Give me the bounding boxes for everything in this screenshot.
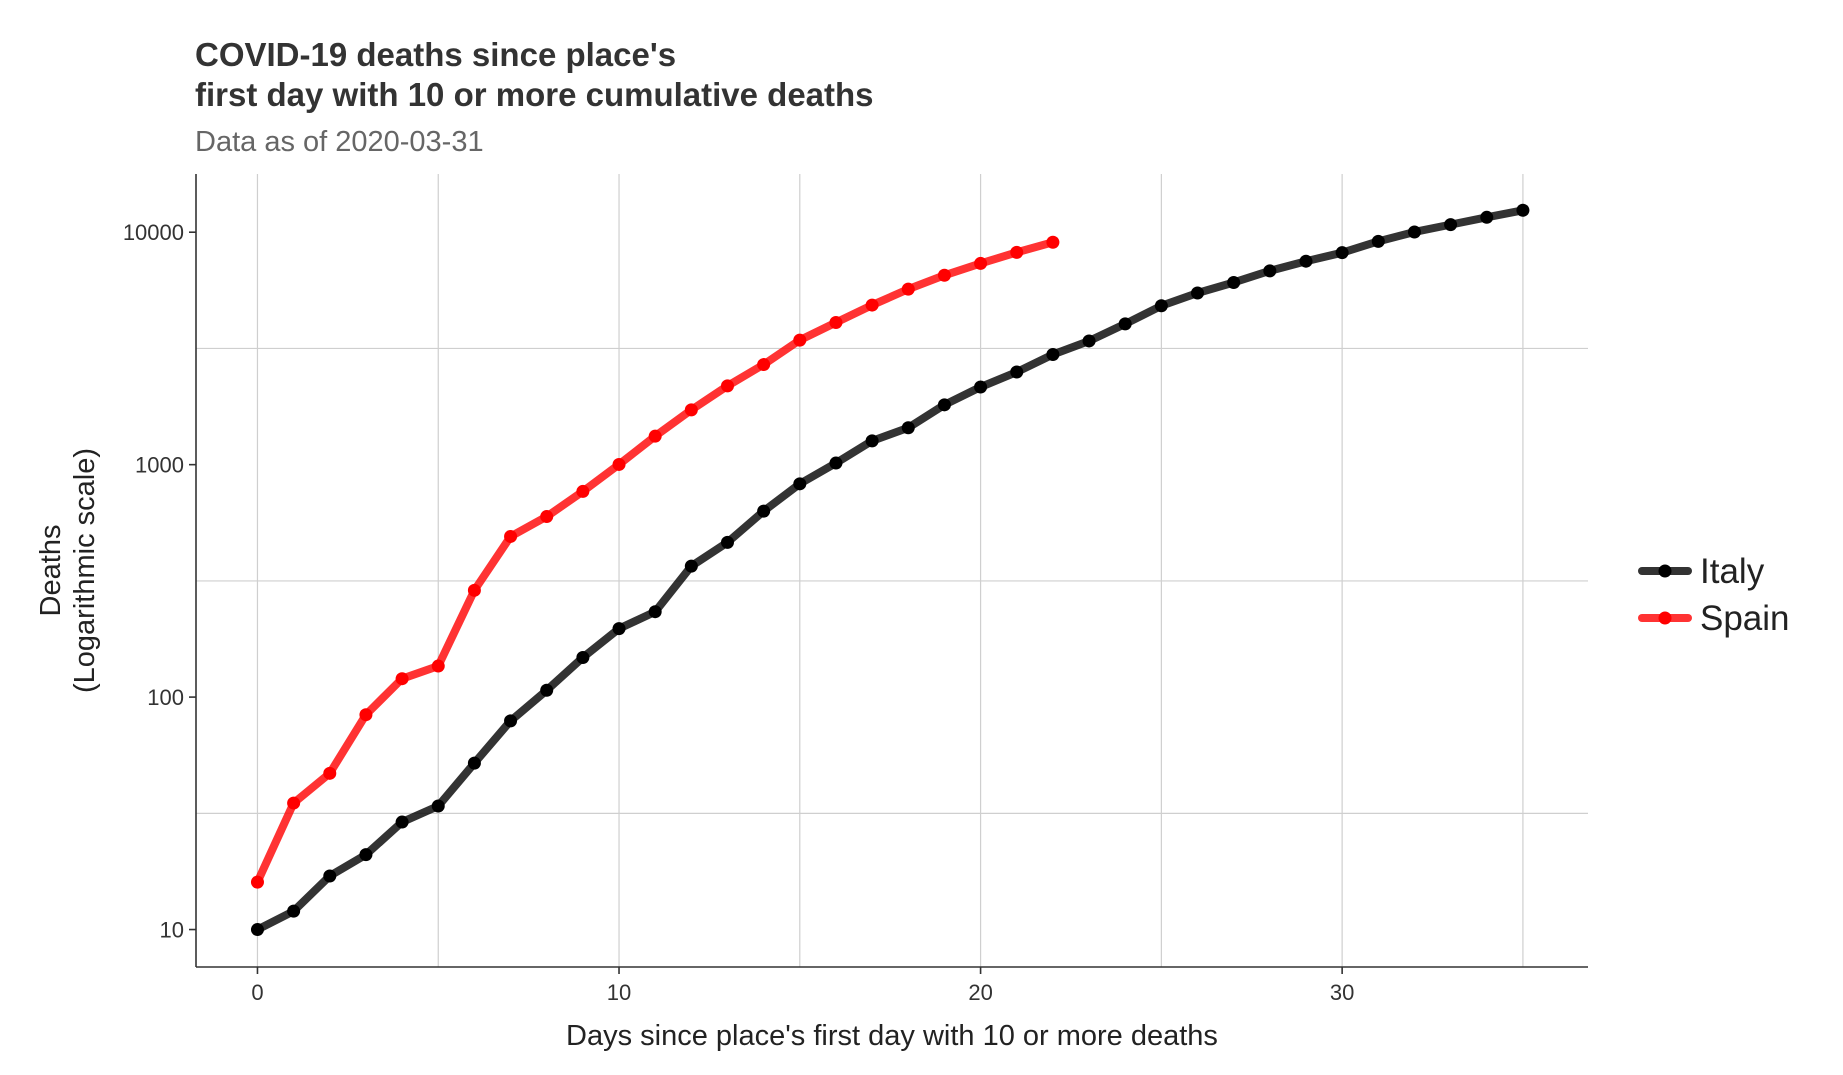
data-point-italy — [612, 622, 626, 636]
data-point-spain — [359, 708, 373, 722]
data-point-italy — [287, 904, 301, 918]
data-point-italy — [648, 605, 662, 619]
data-point-italy — [1010, 365, 1024, 379]
x-tick-label: 30 — [1330, 980, 1354, 1005]
data-point-italy — [1046, 347, 1060, 361]
legend-key-point — [1658, 564, 1672, 578]
data-point-italy — [1444, 218, 1458, 232]
chart-title-line-2: first day with 10 or more cumulative dea… — [195, 76, 874, 113]
legend-item-italy: Italy — [1638, 552, 1765, 591]
data-point-italy — [1516, 203, 1530, 217]
data-point-italy — [829, 456, 843, 470]
data-point-spain — [612, 457, 626, 471]
data-point-italy — [1480, 210, 1494, 224]
data-point-spain — [974, 256, 988, 270]
y-tick-label: 1000 — [135, 453, 184, 478]
data-point-spain — [684, 403, 698, 417]
data-point-italy — [359, 848, 373, 862]
y-axis-title: Deaths (Logarithmic scale) — [35, 448, 101, 693]
legend-label: Spain — [1700, 599, 1790, 638]
data-point-italy — [431, 799, 445, 813]
data-point-italy — [323, 869, 337, 883]
data-point-italy — [757, 504, 771, 518]
legend-item-spain: Spain — [1638, 599, 1790, 638]
data-point-spain — [720, 379, 734, 393]
data-point-italy — [1227, 275, 1241, 289]
data-point-spain — [250, 875, 264, 889]
data-point-spain — [648, 429, 662, 443]
data-point-spain — [937, 268, 951, 282]
x-tick-label: 10 — [607, 980, 631, 1005]
data-point-italy — [540, 683, 554, 697]
data-point-italy — [1335, 246, 1349, 260]
data-point-spain — [431, 659, 445, 673]
data-point-italy — [865, 434, 879, 448]
y-tick-label: 10 — [160, 918, 184, 943]
data-point-spain — [323, 766, 337, 780]
data-point-italy — [1407, 225, 1421, 239]
y-axis-title-line-2: (Logarithmic scale) — [69, 448, 101, 693]
data-point-italy — [720, 535, 734, 549]
data-point-italy — [467, 756, 481, 770]
data-point-italy — [1154, 299, 1168, 313]
legend-key-point — [1658, 611, 1672, 625]
data-point-italy — [937, 398, 951, 412]
y-tick-label: 10000 — [123, 220, 184, 245]
data-point-italy — [1299, 254, 1313, 268]
axes: 0 10 20 30 10 100 1000 10000 — [123, 174, 1588, 1005]
data-point-italy — [1082, 334, 1096, 348]
data-point-italy — [974, 380, 988, 394]
data-point-spain — [829, 315, 843, 329]
data-point-spain — [1046, 235, 1060, 249]
chart-title-line-1: COVID-19 deaths since place's — [195, 36, 676, 73]
data-point-spain — [540, 510, 554, 524]
y-axis-title-line-1: Deaths — [35, 525, 67, 617]
series-line-spain — [253, 238, 1057, 887]
data-point-spain — [504, 529, 518, 543]
data-point-italy — [793, 477, 807, 491]
data-point-spain — [576, 484, 590, 498]
data-point-italy — [576, 651, 590, 665]
data-point-spain — [467, 583, 481, 597]
data-point-italy — [1118, 317, 1132, 331]
data-point-spain — [395, 672, 409, 686]
data-point-spain — [901, 282, 915, 296]
data-point-spain — [865, 298, 879, 312]
data-point-italy — [395, 815, 409, 829]
data-point-italy — [504, 714, 518, 728]
data-point-spain — [793, 333, 807, 347]
x-tick-label: 20 — [968, 980, 992, 1005]
data-point-italy — [684, 559, 698, 573]
data-point-italy — [1191, 286, 1205, 300]
legend-label: Italy — [1700, 552, 1765, 591]
x-tick-label: 0 — [251, 980, 263, 1005]
data-point-italy — [1371, 234, 1385, 248]
x-axis-title: Days since place's first day with 10 or … — [566, 1020, 1218, 1052]
series-layer — [250, 203, 1530, 937]
data-point-italy — [901, 421, 915, 435]
chart-subtitle: Data as of 2020-03-31 — [195, 126, 484, 158]
data-point-italy — [250, 923, 264, 937]
data-point-italy — [1263, 264, 1277, 278]
series-line-italy — [253, 206, 1527, 934]
data-point-spain — [757, 358, 771, 372]
data-point-spain — [287, 796, 301, 810]
y-tick-label: 100 — [147, 685, 184, 710]
data-point-spain — [1010, 245, 1024, 259]
legend: Italy Spain — [1638, 552, 1790, 638]
